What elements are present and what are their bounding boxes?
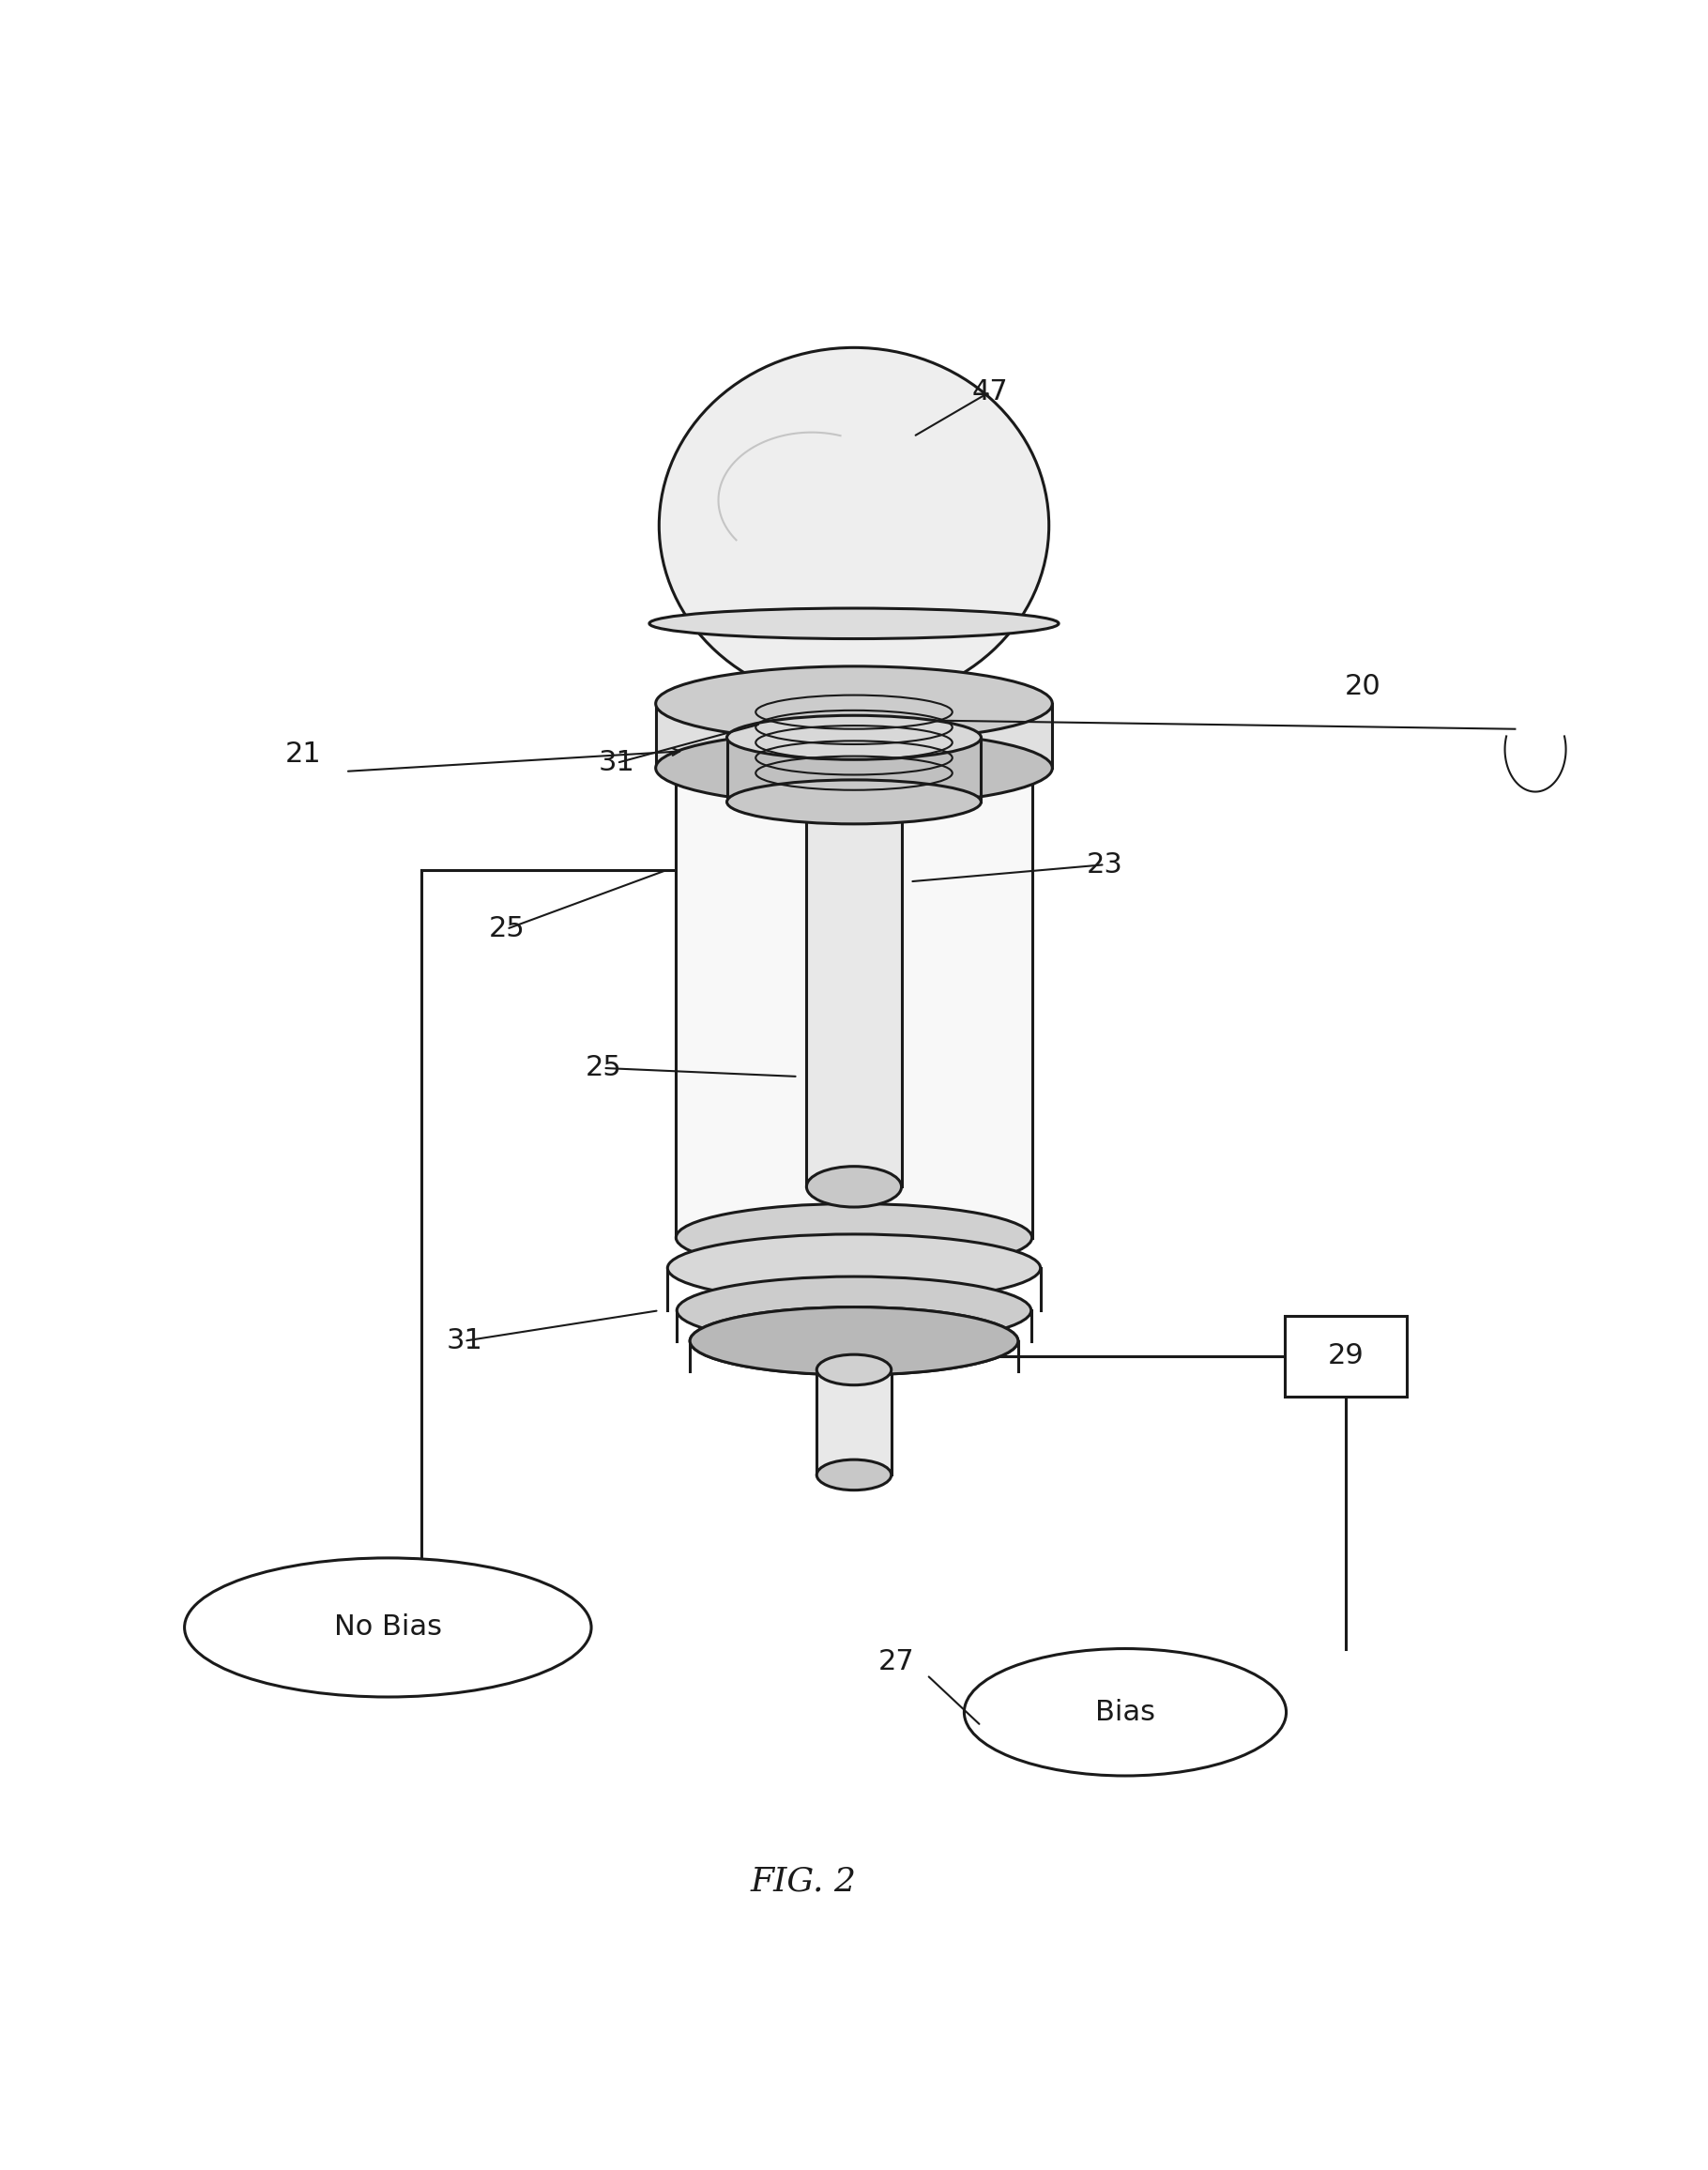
Text: 21: 21 [285, 740, 321, 768]
Text: 25: 25 [584, 1055, 622, 1081]
Text: 31: 31 [598, 749, 635, 777]
Ellipse shape [816, 1460, 892, 1491]
Text: 47: 47 [972, 378, 1008, 406]
Text: Bias: Bias [1095, 1699, 1155, 1725]
Ellipse shape [816, 1354, 892, 1384]
Ellipse shape [668, 1235, 1040, 1302]
Ellipse shape [728, 779, 980, 825]
Polygon shape [806, 738, 902, 1187]
Polygon shape [816, 1369, 892, 1476]
Text: 25: 25 [488, 916, 524, 942]
Ellipse shape [965, 1649, 1286, 1775]
Ellipse shape [728, 716, 980, 759]
Text: No Bias: No Bias [335, 1614, 442, 1641]
Ellipse shape [806, 1165, 902, 1207]
Ellipse shape [676, 1276, 1032, 1345]
Text: 23: 23 [1086, 851, 1124, 879]
Text: FIG. 2: FIG. 2 [750, 1866, 856, 1899]
Ellipse shape [656, 731, 1052, 805]
FancyBboxPatch shape [1284, 1315, 1407, 1397]
Ellipse shape [184, 1558, 591, 1697]
Ellipse shape [690, 1306, 1018, 1376]
Ellipse shape [690, 1306, 1018, 1376]
Ellipse shape [676, 1204, 1032, 1272]
Text: 20: 20 [1344, 673, 1380, 701]
Text: 29: 29 [1327, 1343, 1363, 1369]
Ellipse shape [649, 608, 1059, 638]
Polygon shape [656, 703, 1052, 768]
Ellipse shape [656, 666, 1052, 740]
Text: 31: 31 [446, 1328, 482, 1354]
Text: 27: 27 [878, 1647, 914, 1675]
Ellipse shape [806, 716, 902, 757]
Polygon shape [676, 768, 1032, 1237]
Ellipse shape [659, 347, 1049, 703]
Ellipse shape [676, 733, 1032, 803]
